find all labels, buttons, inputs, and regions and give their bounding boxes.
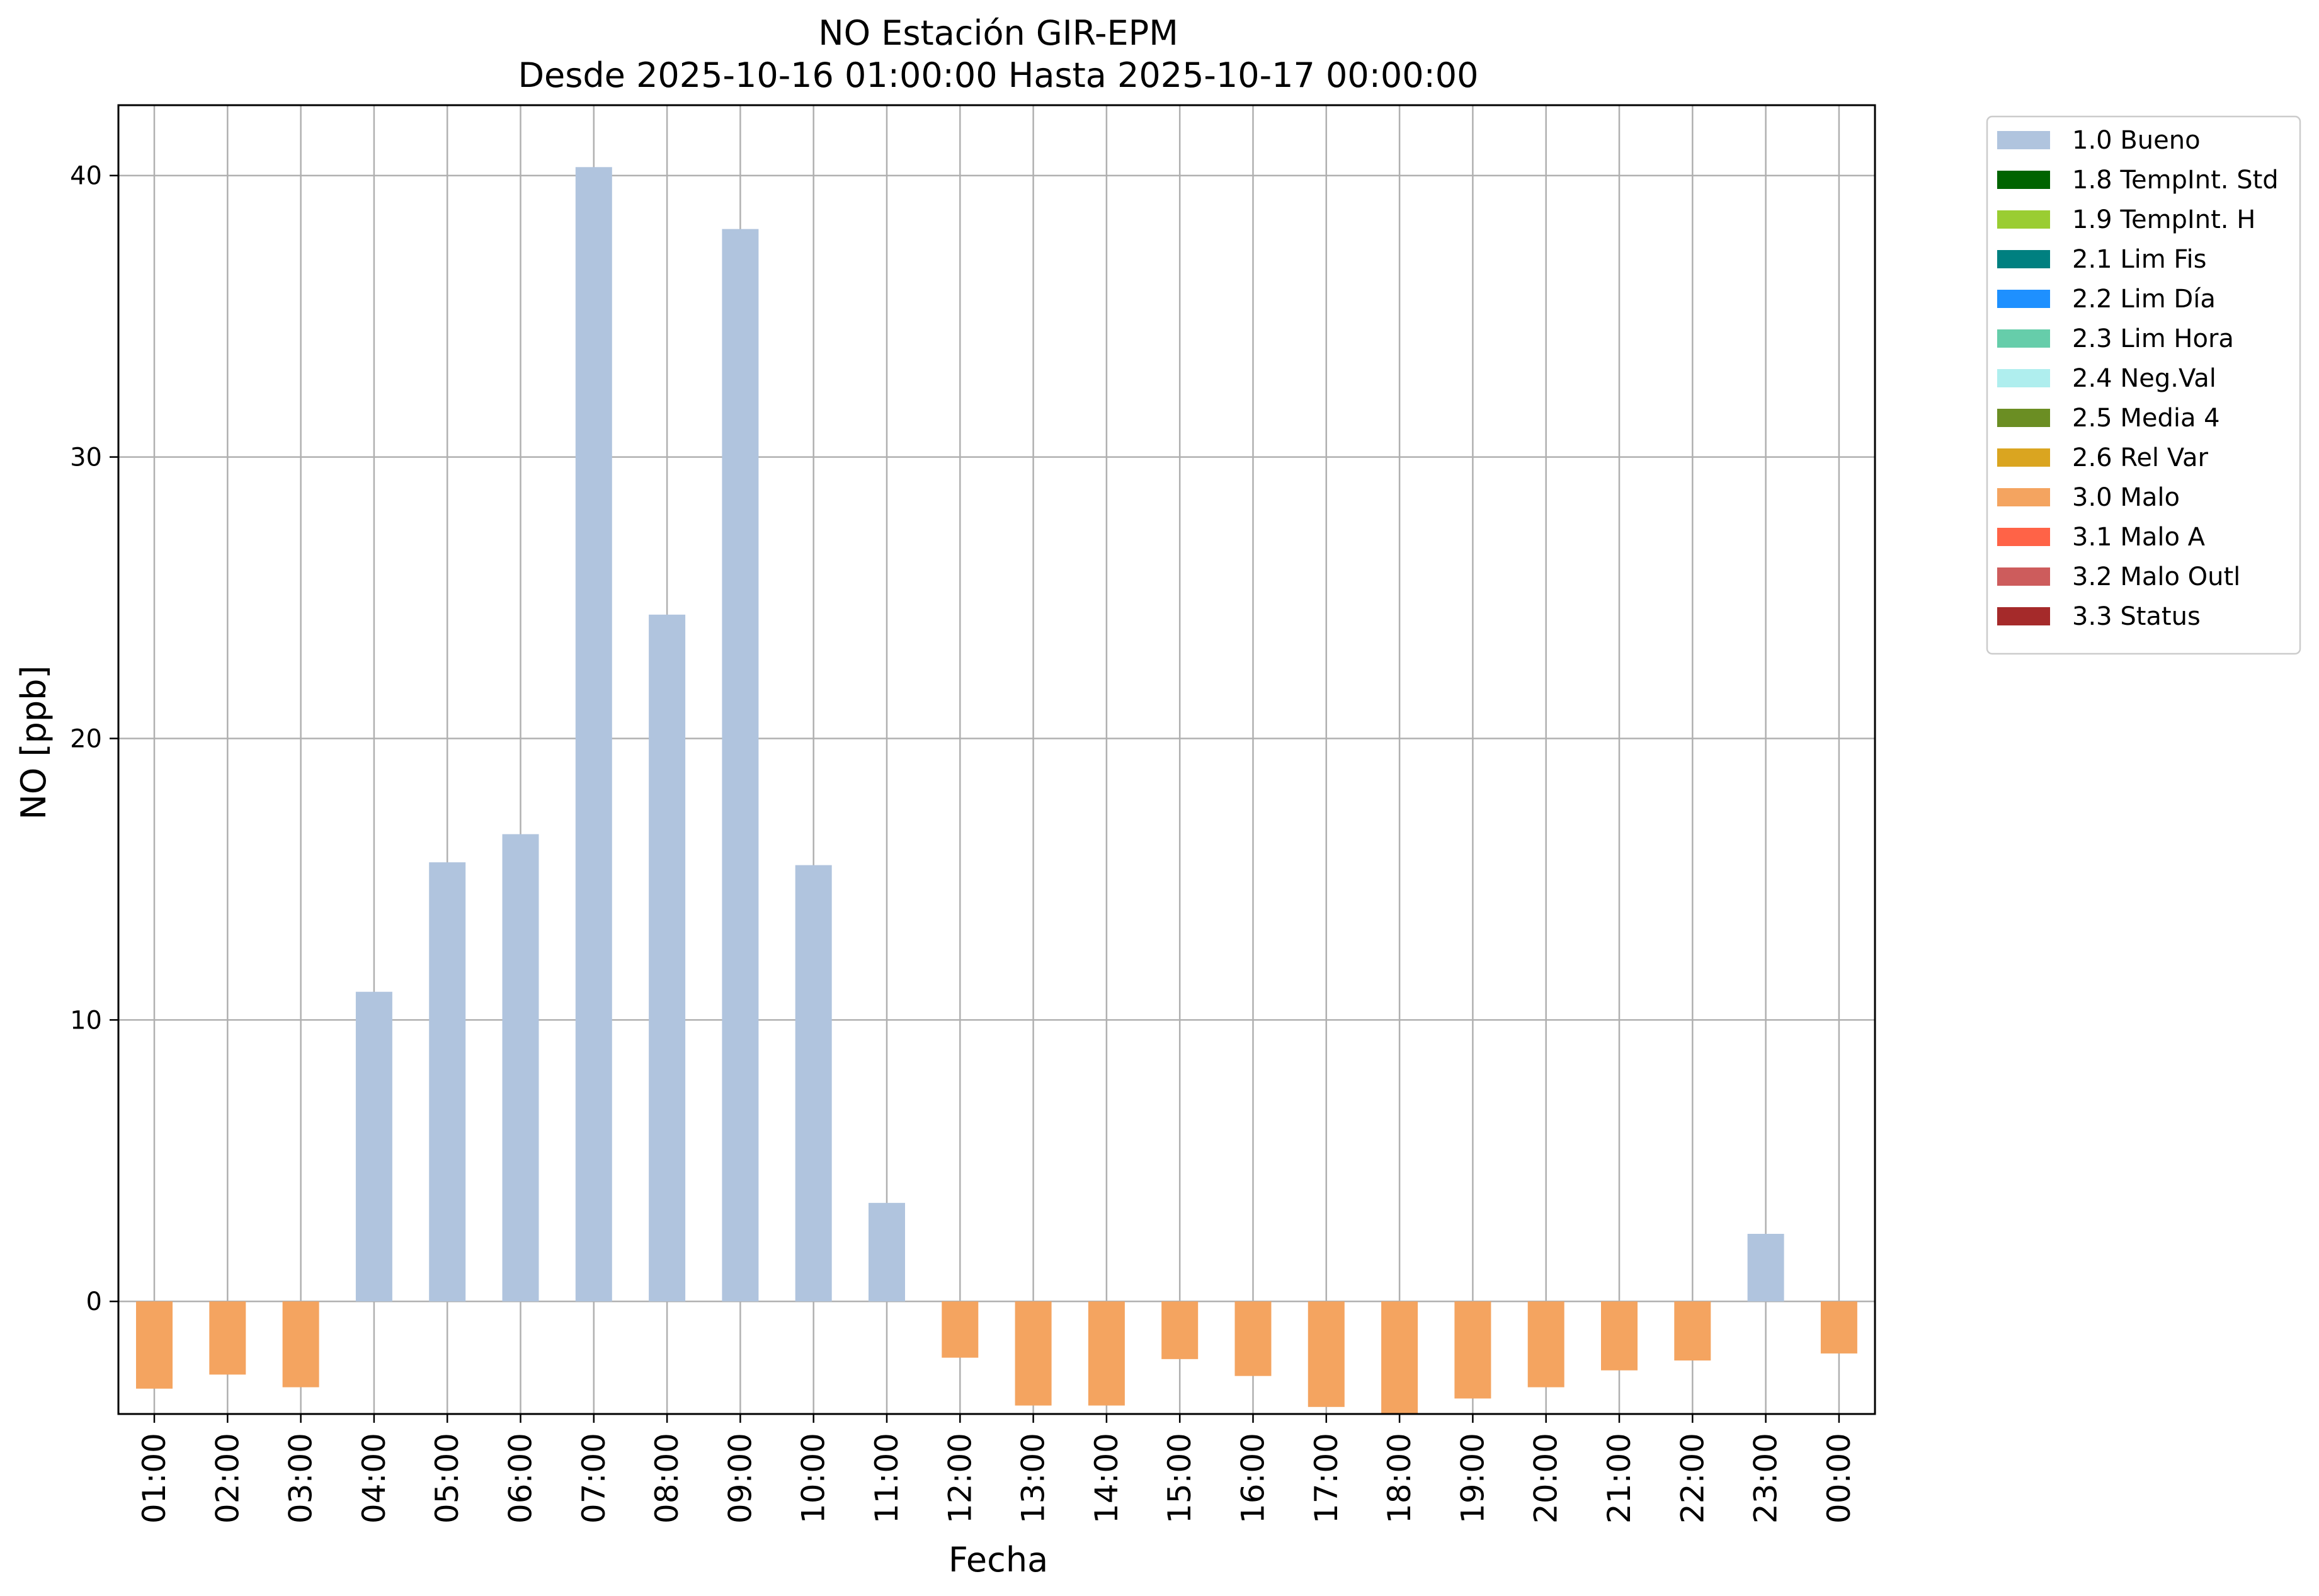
x-axis-label: Fecha — [949, 1540, 1048, 1580]
legend-box — [1986, 115, 2301, 655]
legend-swatch — [1997, 131, 2050, 149]
chart-title: NO Estación GIR-EPM — [818, 13, 1178, 53]
bar-0400 — [355, 991, 392, 1302]
legend-label: 2.3 Lim Hora — [2072, 324, 2234, 353]
x-tick-label: 04:00 — [356, 1433, 392, 1524]
bar-1900 — [1454, 1301, 1491, 1399]
bar-1000 — [795, 865, 832, 1302]
x-tick-label: 13:00 — [1015, 1433, 1052, 1524]
bar-1800 — [1381, 1301, 1418, 1414]
legend-label: 1.0 Bueno — [2072, 126, 2201, 155]
legend-swatch — [1997, 488, 2050, 506]
legend-swatch — [1997, 448, 2050, 467]
bar-2100 — [1601, 1301, 1638, 1371]
legend-label: 2.1 Lim Fis — [2072, 245, 2206, 274]
x-tick-label: 01:00 — [136, 1433, 173, 1524]
legend-swatch — [1997, 409, 2050, 427]
x-tick-label: 18:00 — [1381, 1433, 1418, 1524]
bar-1500 — [1161, 1301, 1199, 1359]
bar-0200 — [209, 1301, 246, 1375]
bar-2000 — [1527, 1301, 1564, 1388]
bar-0800 — [649, 614, 686, 1302]
x-tick-label: 00:00 — [1821, 1433, 1857, 1524]
x-tick-label: 14:00 — [1088, 1433, 1125, 1524]
legend-swatch — [1997, 210, 2050, 229]
bar-0100 — [136, 1301, 173, 1389]
x-tick-label: 22:00 — [1674, 1433, 1711, 1524]
y-tick-label: 20 — [70, 724, 102, 753]
legend: 1.0 Bueno 1.8 TempInt. Std 1.9 TempInt. H 2… — [1986, 115, 2301, 655]
y-axis-label: NO [ppb] — [14, 665, 54, 819]
bar-1400 — [1088, 1301, 1125, 1406]
legend-swatch — [1997, 567, 2050, 586]
legend-label: 2.5 Media 4 — [2072, 404, 2220, 433]
y-tick-label: 0 — [86, 1287, 102, 1316]
legend-swatch — [1997, 329, 2050, 348]
legend-swatch — [1997, 290, 2050, 308]
bar-0600 — [502, 834, 539, 1302]
bar-1700 — [1308, 1301, 1345, 1407]
x-tick-label: 03:00 — [283, 1433, 319, 1524]
legend-label: 1.9 TempInt. H — [2072, 205, 2255, 234]
legend-label: 2.6 Rel Var — [2072, 443, 2209, 472]
x-tick-label: 19:00 — [1454, 1433, 1491, 1524]
legend-swatch — [1997, 171, 2050, 189]
x-tick-label: 20:00 — [1528, 1433, 1564, 1524]
bar-1100 — [869, 1202, 905, 1302]
legend-label: 2.2 Lim Día — [2072, 285, 2216, 314]
x-tick-label: 02:00 — [209, 1433, 246, 1524]
legend-swatch — [1997, 528, 2050, 546]
legend-swatch — [1997, 250, 2050, 268]
legend-label: 3.2 Malo Outl — [2072, 562, 2240, 591]
x-tick-label: 11:00 — [869, 1433, 905, 1524]
x-tick-label: 23:00 — [1748, 1433, 1784, 1524]
bar-0000 — [1820, 1301, 1857, 1354]
legend-label: 1.8 TempInt. Std — [2072, 166, 2279, 195]
x-tick-label: 12:00 — [942, 1433, 978, 1524]
x-tick-label: 21:00 — [1601, 1433, 1638, 1524]
chart-subtitle: Desde 2025-10-16 01:00:00 Hasta 2025-10-… — [518, 55, 1478, 95]
y-tick-label: 10 — [70, 1006, 102, 1035]
bar-2300 — [1747, 1233, 1784, 1302]
x-tick-label: 08:00 — [649, 1433, 685, 1524]
x-tick-label: 10:00 — [795, 1433, 832, 1524]
bar-1600 — [1234, 1301, 1272, 1376]
legend-label: 3.1 Malo A — [2072, 523, 2206, 552]
x-tick-label: 09:00 — [722, 1433, 758, 1524]
bar-1300 — [1015, 1301, 1052, 1406]
legend-label: 2.4 Neg.Val — [2072, 364, 2216, 393]
x-tick-label: 06:00 — [503, 1433, 539, 1524]
legend-label: 3.0 Malo — [2072, 483, 2180, 512]
x-tick-label: 16:00 — [1235, 1433, 1272, 1524]
x-tick-label: 05:00 — [429, 1433, 465, 1524]
y-tick-label: 40 — [70, 162, 102, 191]
plot-frame — [117, 104, 1876, 1415]
legend-swatch — [1997, 607, 2050, 625]
x-tick-label: 07:00 — [576, 1433, 612, 1524]
x-tick-label: 17:00 — [1308, 1433, 1345, 1524]
x-tick-label: 15:00 — [1161, 1433, 1198, 1524]
legend-swatch — [1997, 369, 2050, 387]
legend-label: 3.3 Status — [2072, 602, 2201, 631]
y-tick-label: 30 — [70, 443, 102, 472]
bar-0300 — [282, 1301, 319, 1388]
bar-1200 — [942, 1301, 979, 1358]
bar-2200 — [1674, 1301, 1711, 1361]
bar-0900 — [722, 229, 759, 1302]
bar-0500 — [429, 862, 466, 1302]
bar-0700 — [575, 167, 612, 1302]
